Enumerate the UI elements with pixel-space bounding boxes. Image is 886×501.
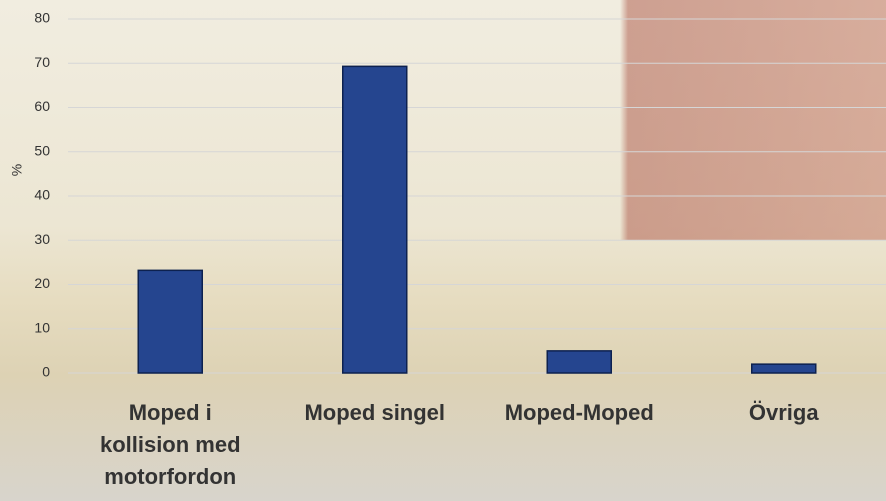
y-tick-label: 50 — [34, 142, 50, 158]
y-tick-label: 0 — [42, 364, 50, 380]
y-tick-label: 40 — [34, 187, 50, 203]
x-tick-label: Moped i kollision med motorfordon — [85, 397, 255, 493]
x-tick-label: Övriga — [689, 397, 879, 429]
bar — [343, 66, 407, 373]
y-tick-label: 80 — [34, 10, 50, 26]
chart: % 0 10 20 30 40 50 60 70 80 Moped i kollision me… — [0, 0, 886, 501]
bar — [138, 270, 202, 373]
y-tick-label: 70 — [34, 54, 50, 70]
y-tick-label: 20 — [34, 275, 50, 291]
bar — [547, 351, 611, 373]
y-axis-label: % — [9, 164, 25, 176]
x-tick-label: Moped-Moped — [484, 397, 674, 429]
y-tick-label: 60 — [34, 98, 50, 114]
x-tick-label: Moped singel — [280, 397, 470, 429]
bar — [752, 364, 816, 373]
y-tick-label: 10 — [34, 319, 50, 335]
y-tick-label: 30 — [34, 231, 50, 247]
